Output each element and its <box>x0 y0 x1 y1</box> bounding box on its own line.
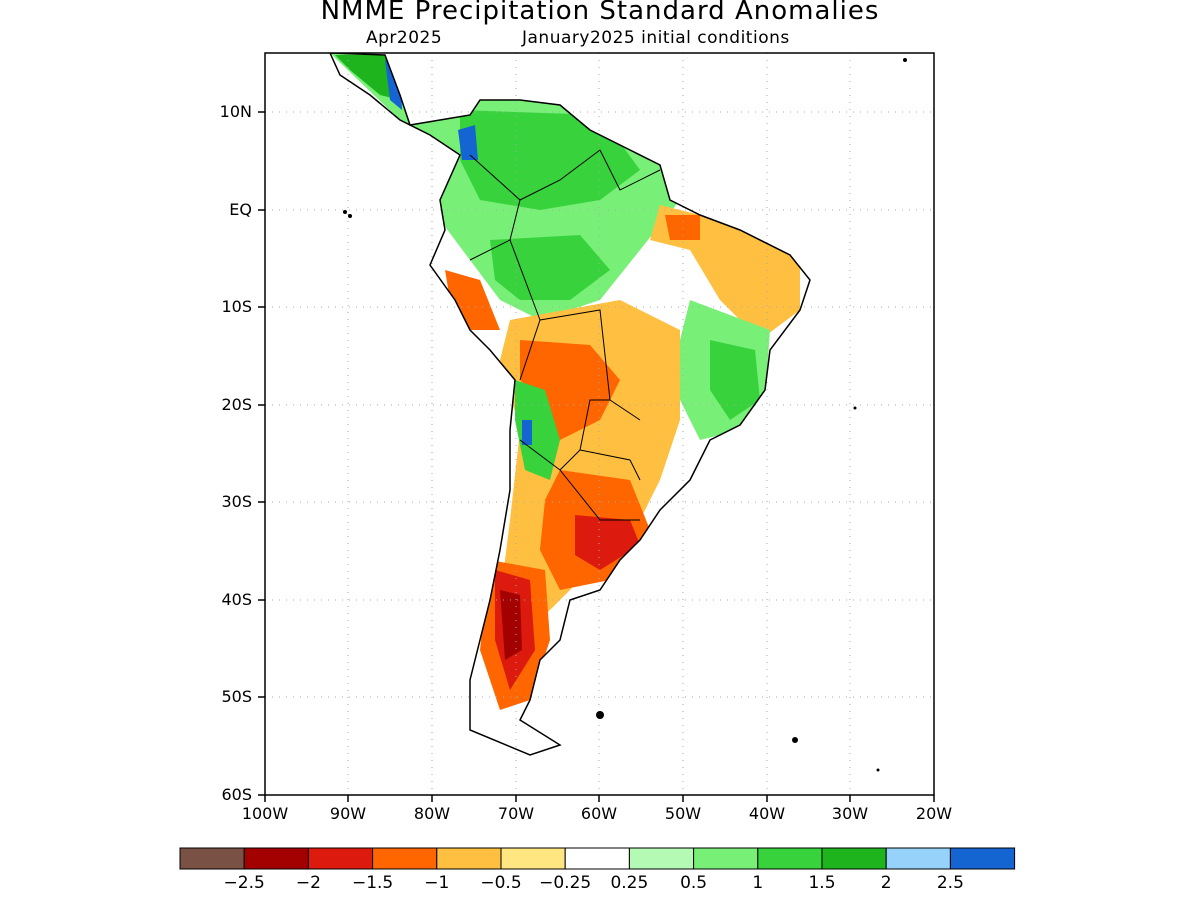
colorbar-label: −0.25 <box>539 873 592 893</box>
axis-ticks <box>258 111 935 802</box>
lon-label-50w: 50W <box>664 804 702 823</box>
colorbar-label: 2 <box>880 873 892 893</box>
colorbar-label: 1 <box>752 873 764 893</box>
anomaly-region-east-brazil-wet-strong <box>710 340 760 420</box>
lat-label-10s: 10S <box>221 297 252 316</box>
map-title: NMME Precipitation Standard Anomalies <box>320 0 880 26</box>
lon-label-30w: 30W <box>831 804 869 823</box>
anomaly-region-patagonia-severe-dry <box>500 590 522 660</box>
lon-label-100w: 100W <box>241 804 289 823</box>
anomaly-region-andes-very-wet <box>522 420 532 445</box>
anomaly-region-andes-wet <box>515 380 560 480</box>
colorbar-swatch <box>564 847 630 870</box>
lon-label-60w: 60W <box>580 804 618 823</box>
colorbar-swatch <box>500 847 566 870</box>
colorbar-swatch <box>436 847 502 870</box>
anomaly-region-central-very-dry <box>520 340 620 440</box>
colorbar-label: 0.5 <box>680 873 708 893</box>
anomaly-region-north-wet-strong <box>460 110 640 210</box>
anomaly-region-amazon-wet <box>490 235 610 300</box>
colorbar-label: −1.5 <box>351 873 394 893</box>
lon-label-90w: 90W <box>329 804 367 823</box>
lat-label-10n: 10N <box>219 102 252 121</box>
map-subtitle-initial-conditions: January2025 initial conditions <box>522 28 790 48</box>
lat-label-50s: 50S <box>221 687 252 706</box>
islands <box>343 58 907 772</box>
colorbar-label: 0.25 <box>610 873 649 893</box>
anomaly-region-peru-dry <box>445 270 500 330</box>
country-borders <box>469 149 661 521</box>
anomaly-region-colombia-very-wet <box>458 125 478 160</box>
colorbar-swatch <box>628 847 695 870</box>
colorbar-swatch <box>885 847 951 870</box>
lon-label-80w: 80W <box>413 804 451 823</box>
map-subtitle-period: Apr2025 <box>366 28 443 48</box>
lat-label-eq: EQ <box>229 200 252 219</box>
colorbar-swatch <box>179 847 245 870</box>
colorbar <box>179 847 1016 870</box>
lat-label-20s: 20S <box>221 395 252 414</box>
colorbar-label: −2.5 <box>223 873 265 893</box>
colorbar-swatch <box>307 847 374 870</box>
colorbar-label: 1.5 <box>808 873 836 893</box>
lat-label-30s: 30S <box>221 492 252 511</box>
anomaly-region-central-america-wet <box>335 55 400 100</box>
lat-label-40s: 40S <box>221 590 252 609</box>
lon-label-70w: 70W <box>497 804 535 823</box>
coastlines <box>329 53 811 756</box>
lon-label-40w: 40W <box>748 804 786 823</box>
lat-label-60s: 60S <box>221 785 252 804</box>
colorbar-label: −1 <box>424 873 450 893</box>
colorbar-label: 2.5 <box>936 873 964 893</box>
anomaly-region-northeast-very-dry <box>665 215 700 240</box>
colorbar-swatch <box>372 847 438 870</box>
colorbar-swatch <box>243 847 309 870</box>
colorbar-swatch <box>693 847 759 870</box>
colorbar-label: −2 <box>295 873 321 893</box>
colorbar-swatch <box>949 847 1016 870</box>
anomaly-region-pampas-extreme-dry <box>575 515 640 570</box>
colorbar-swatch <box>821 847 887 870</box>
lon-label-20w: 20W <box>915 804 953 823</box>
map-grid <box>265 53 934 795</box>
colorbar-swatch <box>757 847 823 870</box>
colorbar-label: −0.5 <box>480 873 522 893</box>
